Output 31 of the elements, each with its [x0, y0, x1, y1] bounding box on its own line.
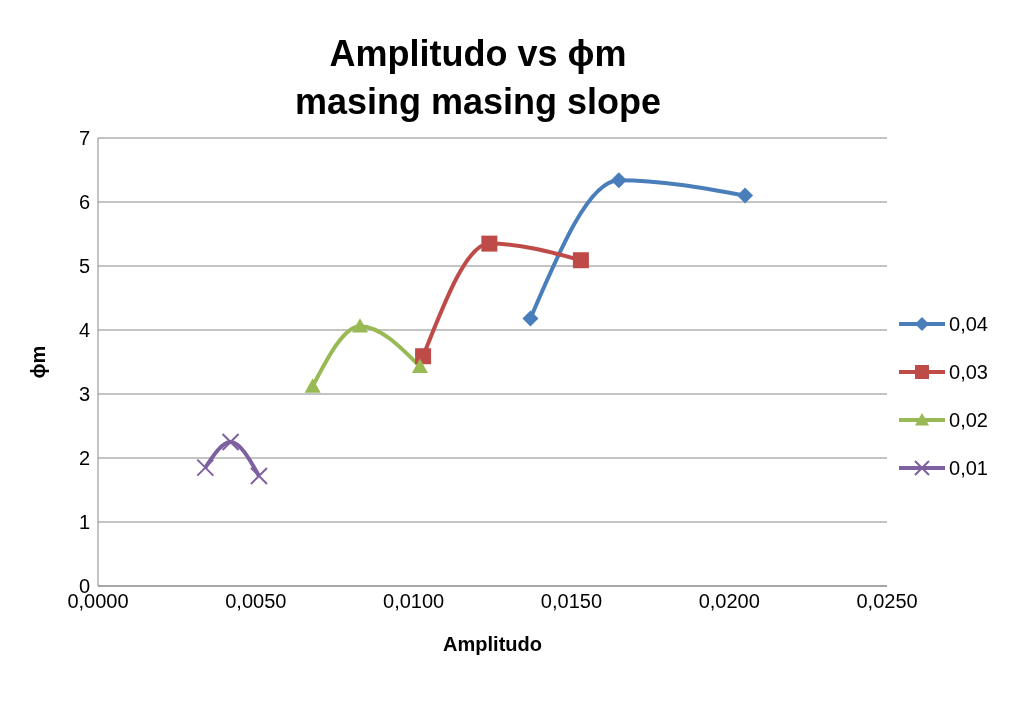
- y-axis-title: ϕm: [27, 345, 50, 379]
- x-tick-label: 0,0200: [698, 590, 760, 613]
- x-tick-label: 0,0100: [383, 590, 445, 613]
- point: [572, 252, 589, 269]
- point: [196, 458, 215, 477]
- x-tick-label: 0,0250: [856, 590, 918, 613]
- point: [221, 433, 240, 451]
- legend-label: 0,01: [949, 456, 988, 480]
- chart-title: Amplitudo vs ϕm masing masing slope: [293, 32, 663, 124]
- y-tick-label: 5: [78, 255, 90, 278]
- y-tick-label: 4: [78, 319, 90, 342]
- point: [522, 310, 539, 327]
- x-axis-title: Amplitudo: [443, 633, 542, 655]
- point: [411, 358, 428, 373]
- legend-label: 0,04: [949, 312, 988, 336]
- y-tick-label: 3: [78, 383, 90, 406]
- y-tick-label: 2: [78, 447, 90, 470]
- legend-label: 0,03: [949, 360, 988, 384]
- point: [351, 318, 368, 333]
- point: [737, 187, 754, 204]
- point: [481, 235, 498, 252]
- point: [249, 466, 268, 485]
- x-tick-label: 0,0050: [225, 590, 287, 613]
- point: [415, 348, 432, 365]
- legend-label: 0,02: [949, 408, 988, 432]
- x-tick-label: 0,0150: [540, 590, 603, 613]
- y-tick-label: 7: [78, 127, 90, 150]
- point: [304, 378, 321, 393]
- y-tick-label: 1: [78, 511, 90, 534]
- point: [610, 172, 627, 189]
- y-tick-label: 6: [78, 191, 90, 214]
